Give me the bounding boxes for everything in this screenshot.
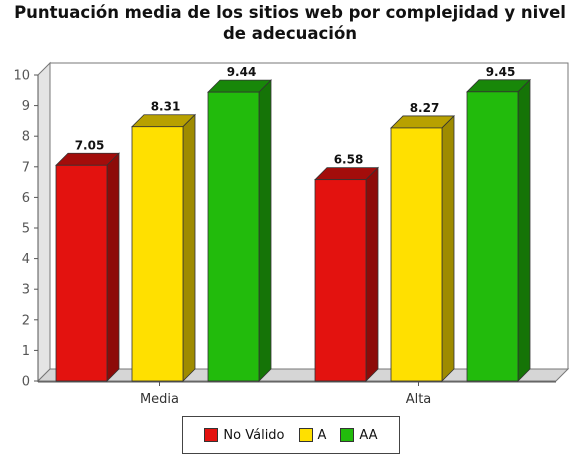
- bar-aa-alta: [466, 78, 531, 382]
- bar-a-media: [131, 113, 196, 382]
- bar-no-v-lido-media: [55, 152, 120, 382]
- bar-aa-media: [207, 79, 272, 382]
- chart-title: Puntuación media de los sitios web por c…: [14, 3, 566, 43]
- y-tick-label: 10: [13, 69, 30, 84]
- legend-swatch: [298, 428, 313, 442]
- y-tick-label: 6: [22, 191, 30, 206]
- y-tick-label: 1: [22, 344, 30, 359]
- bar-side-face: [365, 166, 379, 382]
- y-axis: 0 1 2 3 4 5 6 7 8 9 10: [13, 69, 38, 390]
- x-category-label: Media: [140, 392, 179, 407]
- data-label: 6.58: [334, 153, 364, 167]
- data-label: 8.31: [151, 100, 181, 114]
- data-label: 7.05: [75, 138, 105, 152]
- legend-item: No Válido: [204, 427, 285, 443]
- y-tick-label: 2: [22, 313, 30, 328]
- y-tick-label: 9: [22, 99, 30, 114]
- bar-side-face: [106, 152, 120, 382]
- bar-front-face: [314, 179, 367, 382]
- bar-side-face: [182, 113, 196, 382]
- y-tick-label: 5: [22, 222, 30, 237]
- legend-swatch: [340, 428, 355, 442]
- bar-front-face: [466, 91, 519, 382]
- y-tick-label: 7: [22, 160, 30, 175]
- bar-front-face: [390, 127, 443, 382]
- y-tick-label: 3: [22, 283, 30, 298]
- bar-side-face: [517, 78, 531, 382]
- data-label: 8.27: [410, 101, 440, 115]
- bar-front-face: [55, 164, 108, 382]
- y-tick-label: 8: [22, 130, 30, 145]
- legend-swatch: [204, 428, 219, 442]
- y-tick-label: 4: [22, 252, 30, 267]
- legend-item: A: [298, 427, 327, 443]
- legend: No Válido A AA: [182, 416, 400, 454]
- x-category-label: Alta: [406, 392, 432, 407]
- bar-side-face: [258, 79, 272, 382]
- legend-label: A: [317, 427, 327, 443]
- legend-item: AA: [340, 427, 378, 443]
- legend-label: AA: [359, 427, 378, 443]
- data-label: 9.45: [486, 65, 516, 79]
- bar-front-face: [207, 91, 260, 382]
- data-label: 9.44: [227, 65, 257, 79]
- y-tick-label: 0: [22, 375, 30, 390]
- bar-no-v-lido-alta: [314, 166, 379, 382]
- bars-group: [55, 78, 531, 382]
- data-labels-group: 7.05 8.31 9.44 6.58 8.27 9.45: [75, 65, 516, 167]
- bar-a-alta: [390, 114, 455, 382]
- bar-front-face: [131, 126, 184, 382]
- plot-left-wall: [37, 61, 51, 383]
- bar-side-face: [441, 114, 455, 382]
- legend-label: No Válido: [223, 427, 285, 443]
- x-axis: Media Alta: [140, 382, 431, 407]
